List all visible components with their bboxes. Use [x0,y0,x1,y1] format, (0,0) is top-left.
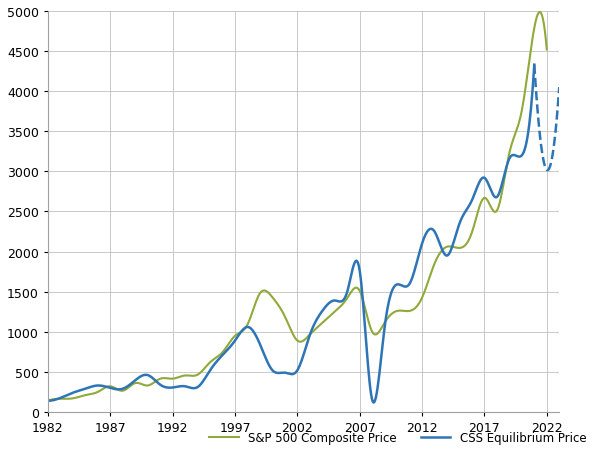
S&P 500 Composite Price [531,23,538,29]
CSS Equilibrium Price [44,398,52,403]
S&P 500 Composite Price [281,314,289,319]
Line: S&P 500 Composite Price: S&P 500 Composite Price [48,13,547,401]
CSS Equilibrium Price [370,400,377,405]
S&P 500 Composite Price [543,48,551,53]
S&P 500 Composite Price [341,299,348,304]
CSS Equilibrium Price [331,298,338,303]
CSS Equilibrium Price [264,360,272,366]
S&P 500 Composite Price [536,10,543,16]
Legend: S&P 500 Composite Price, CSS Equilibrium Price: S&P 500 Composite Price, CSS Equilibrium… [205,426,591,448]
CSS Equilibrium Price [169,385,177,390]
CSS Equilibrium Price [369,399,376,404]
CSS Equilibrium Price [530,63,538,68]
S&P 500 Composite Price [453,246,460,251]
CSS Equilibrium Price [411,267,418,272]
S&P 500 Composite Price [314,325,322,330]
CSS Equilibrium Price [130,379,138,384]
Line: CSS Equilibrium Price: CSS Equilibrium Price [48,66,534,403]
S&P 500 Composite Price [44,398,52,403]
S&P 500 Composite Price [284,321,292,326]
